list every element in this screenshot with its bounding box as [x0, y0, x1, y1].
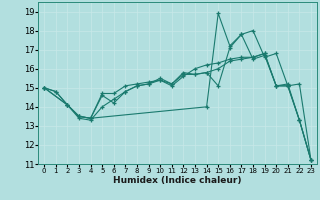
X-axis label: Humidex (Indice chaleur): Humidex (Indice chaleur)	[113, 176, 242, 185]
